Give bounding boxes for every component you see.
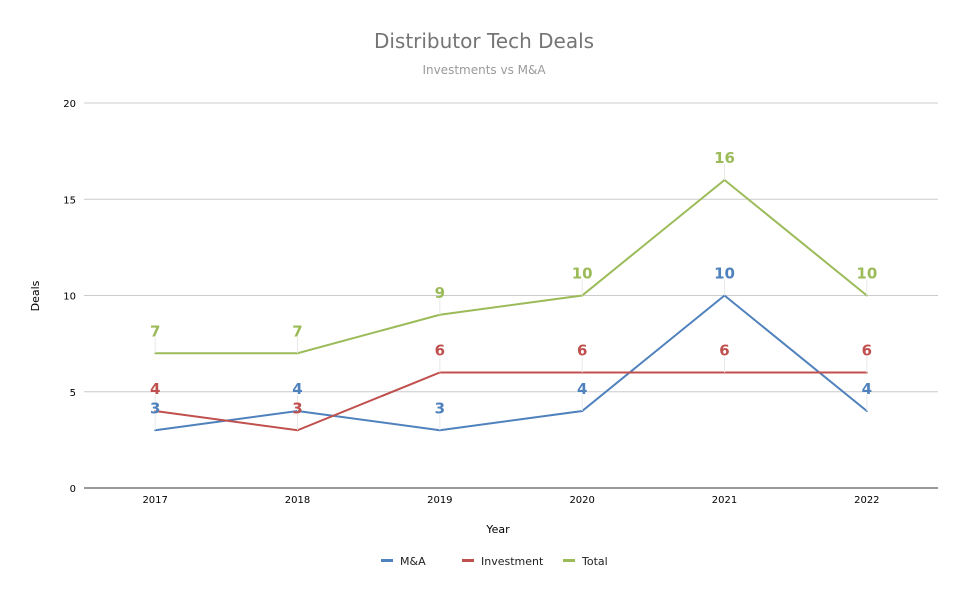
x-tick-label: 2022 — [854, 495, 879, 506]
data-label: 3 — [292, 399, 302, 417]
x-tick-label: 2020 — [569, 495, 594, 506]
data-label: 10 — [572, 265, 593, 283]
x-tick-label: 2019 — [427, 495, 452, 506]
chart-subtitle: Investments vs M&A — [422, 63, 546, 77]
data-label: 3 — [150, 399, 160, 417]
data-label: 10 — [856, 265, 877, 283]
x-tick-label: 2018 — [285, 495, 310, 506]
legend-label: Total — [581, 555, 608, 568]
data-label: 6 — [862, 342, 872, 360]
legend-label: M&A — [400, 555, 426, 568]
data-label: 6 — [719, 342, 729, 360]
data-label: 4 — [862, 380, 872, 398]
y-axis-label: Deals — [29, 280, 42, 311]
x-tick-label: 2017 — [142, 495, 167, 506]
series-line-investment — [155, 371, 867, 432]
y-tick-label: 0 — [70, 484, 76, 495]
series-line-ma — [155, 294, 868, 432]
legend-swatch — [381, 559, 393, 562]
chart-title: Distributor Tech Deals — [374, 29, 594, 53]
series-line-total — [155, 178, 868, 355]
data-label: 16 — [714, 149, 735, 167]
legend-swatch — [462, 559, 474, 562]
y-tick-label: 15 — [63, 195, 76, 206]
data-label: 4 — [577, 380, 587, 398]
data-label: 6 — [435, 342, 445, 360]
legend-swatch — [563, 559, 575, 562]
x-axis-label: Year — [485, 523, 510, 536]
data-label: 9 — [435, 284, 445, 302]
data-label: 7 — [292, 322, 302, 340]
y-tick-label: 5 — [70, 388, 76, 399]
x-tick-label: 2021 — [712, 495, 737, 506]
data-label: 4 — [292, 380, 302, 398]
data-label: 4 — [150, 380, 160, 398]
data-label: 6 — [577, 342, 587, 360]
y-tick-label: 10 — [63, 292, 76, 303]
data-label: 7 — [150, 322, 160, 340]
data-label: 10 — [714, 265, 735, 283]
y-tick-label: 20 — [63, 99, 76, 110]
legend-label: Investment — [481, 555, 544, 568]
data-label: 3 — [435, 399, 445, 417]
